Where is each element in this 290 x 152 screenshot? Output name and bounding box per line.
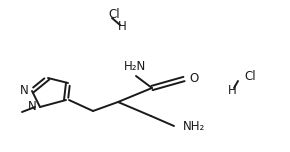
Text: N: N <box>28 100 37 114</box>
Text: N: N <box>20 85 29 97</box>
Text: H: H <box>228 83 236 97</box>
Text: O: O <box>189 71 198 85</box>
Text: H: H <box>118 19 126 33</box>
Text: H₂N: H₂N <box>124 60 146 73</box>
Text: NH₂: NH₂ <box>183 119 205 133</box>
Text: Cl: Cl <box>108 7 119 21</box>
Text: Cl: Cl <box>244 71 255 83</box>
